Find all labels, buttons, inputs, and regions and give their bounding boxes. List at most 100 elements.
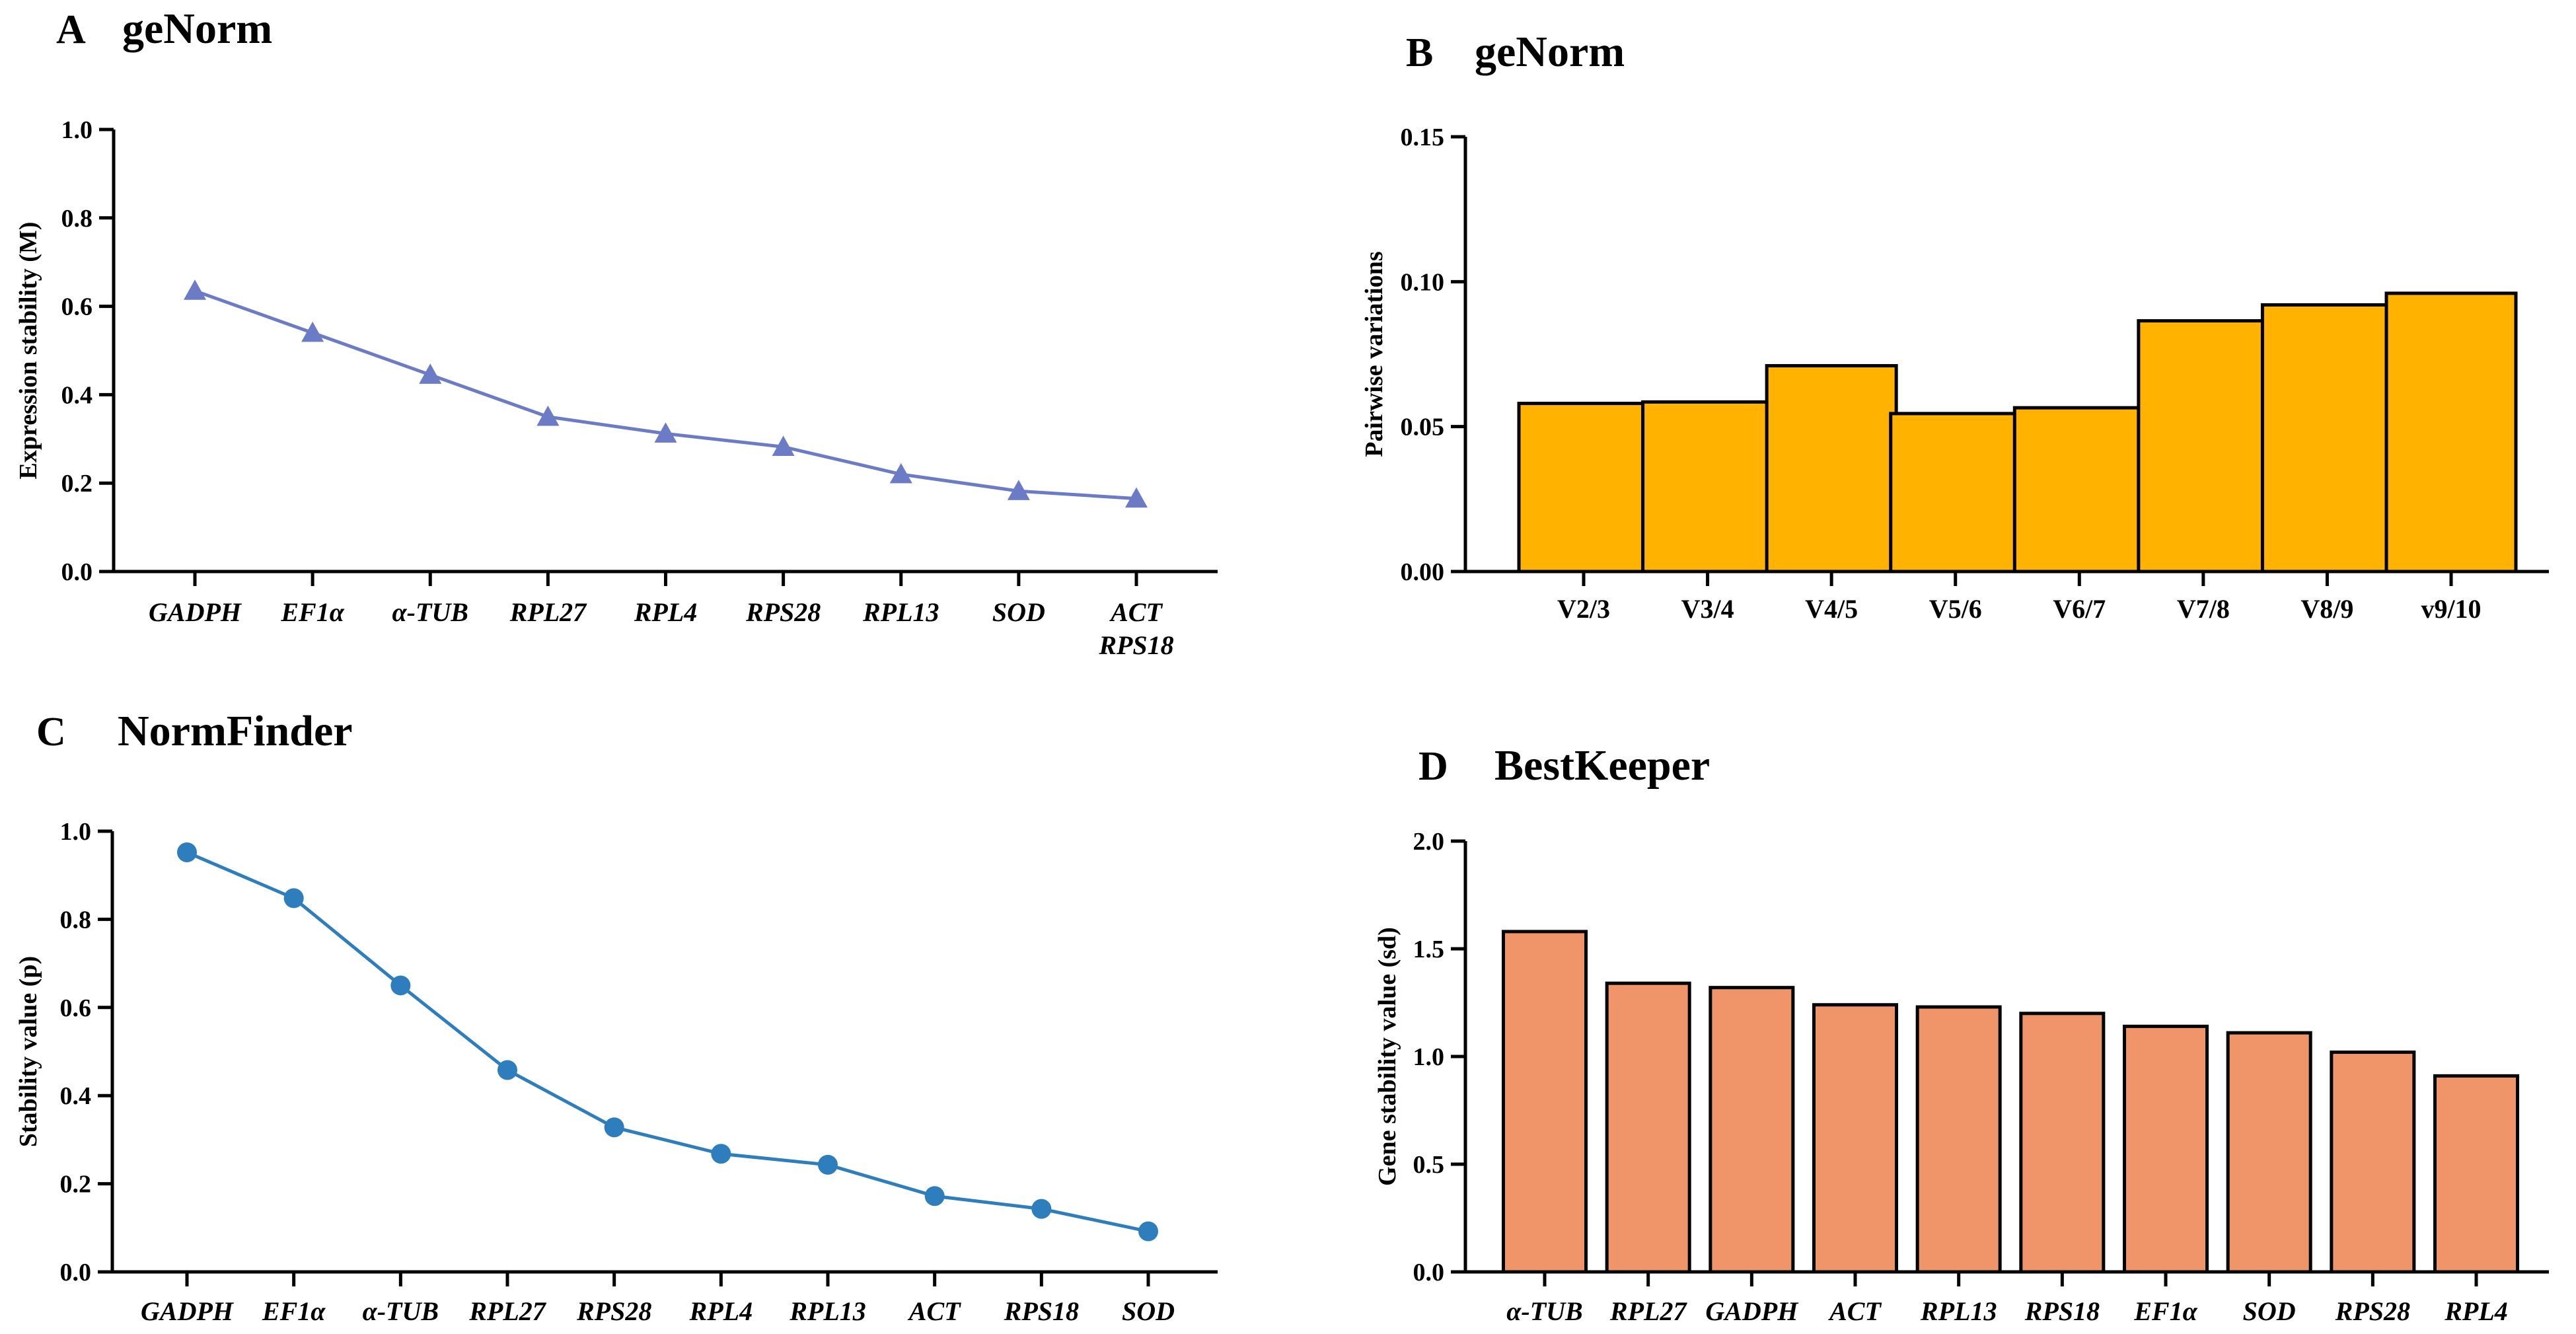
panel-title: NormFinder xyxy=(118,707,353,755)
x-tick-label: GADPH xyxy=(141,1296,235,1326)
x-tick-label: V7/8 xyxy=(2177,594,2230,624)
y-axis-title: Gene stability value (sd) xyxy=(1374,927,1401,1186)
x-tick-label: α-TUB xyxy=(392,597,468,627)
y-axis-title: Expression stability (M) xyxy=(15,222,42,480)
x-tick-label: RPL27 xyxy=(468,1296,547,1326)
y-tick-label: 0.0 xyxy=(61,558,93,586)
x-tick-label: GADPH xyxy=(1705,1296,1799,1326)
x-tick-label: SOD xyxy=(1122,1296,1175,1326)
y-tick-label: 0.4 xyxy=(61,381,93,409)
y-tick-label: 0.15 xyxy=(1401,124,1445,151)
x-tick-label: RPS18 xyxy=(1004,1296,1079,1326)
y-tick-label: 1.5 xyxy=(1413,936,1445,963)
bar xyxy=(2012,406,2146,574)
data-point xyxy=(497,1060,517,1080)
series-line xyxy=(194,289,1137,501)
data-point xyxy=(654,422,677,443)
panel-c: C NormFinder 0.0 0.2 0.4 0.6 0.8 1.0 GADPH EF1α α-… xyxy=(15,707,1218,1326)
data-point xyxy=(889,463,912,484)
x-tick-label: GADPH xyxy=(149,597,242,627)
data-point xyxy=(604,1117,624,1138)
x-tick-label: RPL13 xyxy=(789,1296,866,1326)
x-tick-label: RPL4 xyxy=(634,597,698,627)
y-tick-label: 2.0 xyxy=(1413,828,1445,856)
y-tick-label: 0.8 xyxy=(60,906,92,934)
x-tick-label: RPL13 xyxy=(1920,1296,1997,1326)
y-axis-title: Stability value (p) xyxy=(15,956,42,1147)
panel-letter: B xyxy=(1406,30,1433,75)
y-tick-label: 0.6 xyxy=(60,994,92,1022)
bar xyxy=(2226,1031,2312,1274)
y-tick-label: 0.2 xyxy=(61,470,93,498)
bar xyxy=(2137,319,2270,574)
y-axis-title: Pairwise variations xyxy=(1360,251,1388,457)
x-tick-label: EF1α xyxy=(280,597,344,627)
bar xyxy=(1605,981,1691,1274)
x-tick-label: α-TUB xyxy=(1506,1296,1582,1326)
y-tick-label: 0.4 xyxy=(60,1082,92,1110)
data-point xyxy=(1125,487,1148,508)
data-point xyxy=(772,435,795,456)
bar xyxy=(1812,1003,1898,1274)
x-tick-label: RPL27 xyxy=(1609,1296,1688,1326)
x-tick-label: RPS28 xyxy=(745,597,821,627)
panel-title: geNorm xyxy=(1475,28,1625,76)
x-tick-label: α-TUB xyxy=(363,1296,439,1326)
x-tick-label: ACT xyxy=(1109,597,1163,627)
bar xyxy=(2433,1074,2519,1274)
y-tick-label: 1.0 xyxy=(60,818,92,846)
bar xyxy=(1765,364,1898,574)
data-point xyxy=(301,321,324,342)
y-tick-label: 0.05 xyxy=(1401,414,1445,441)
bar xyxy=(2123,1024,2209,1274)
data-point xyxy=(711,1144,731,1164)
y-tick-label: 0.0 xyxy=(1413,1259,1445,1286)
bar xyxy=(2384,291,2518,574)
x-tick-label: SOD xyxy=(2243,1296,2296,1326)
bar xyxy=(1502,930,1588,1274)
panel-letter: C xyxy=(36,710,66,755)
bar xyxy=(2019,1012,2106,1274)
panel-letter: D xyxy=(1418,744,1448,789)
y-tick-label: 0.10 xyxy=(1401,268,1445,296)
x-tick-label: RPL4 xyxy=(689,1296,753,1326)
x-tick-label: EF1α xyxy=(262,1296,326,1326)
bar xyxy=(1709,986,1795,1274)
x-tick-label: RPS18 xyxy=(1098,630,1173,660)
panel-d: D BestKeeper 0.0 0.5 1.0 1.5 2.0 α-TUB RPL27 GADP… xyxy=(1374,741,2549,1326)
x-tick-label: ACT xyxy=(1827,1296,1882,1326)
bar xyxy=(2330,1050,2416,1274)
y-tick-label: 0.8 xyxy=(61,205,93,233)
panel-title: geNorm xyxy=(122,5,272,53)
x-tick-label: V4/5 xyxy=(1805,594,1858,624)
x-tick-label: RPS28 xyxy=(2335,1296,2410,1326)
data-point xyxy=(818,1154,838,1175)
data-point xyxy=(924,1186,945,1206)
panel-title: BestKeeper xyxy=(1494,741,1710,790)
y-tick-label: 0.00 xyxy=(1401,558,1445,586)
series-line xyxy=(186,850,1149,1234)
x-tick-label: SOD xyxy=(992,597,1045,627)
x-tick-label: v9/10 xyxy=(2421,594,2481,624)
data-point xyxy=(1031,1199,1052,1219)
x-tick-label: V5/6 xyxy=(1929,594,1982,624)
x-tick-label: RPL13 xyxy=(862,597,939,627)
y-tick-label: 0.5 xyxy=(1413,1151,1445,1179)
y-tick-label: 1.0 xyxy=(61,116,93,144)
data-point xyxy=(536,405,560,426)
x-tick-label: RPL4 xyxy=(2444,1296,2508,1326)
x-tick-label: RPS28 xyxy=(576,1296,651,1326)
bar xyxy=(1915,1005,2002,1274)
data-point xyxy=(1007,480,1030,500)
y-tick-label: 0.0 xyxy=(60,1259,92,1286)
bar xyxy=(1889,412,2022,574)
x-tick-label: EF1α xyxy=(2133,1296,2197,1326)
bar xyxy=(1641,400,1775,574)
y-tick-label: 1.0 xyxy=(1413,1043,1445,1071)
data-point xyxy=(390,975,411,996)
x-tick-label: V3/4 xyxy=(1681,594,1734,624)
data-point xyxy=(419,363,442,384)
x-tick-label: V8/9 xyxy=(2300,594,2353,624)
data-point xyxy=(184,279,206,300)
